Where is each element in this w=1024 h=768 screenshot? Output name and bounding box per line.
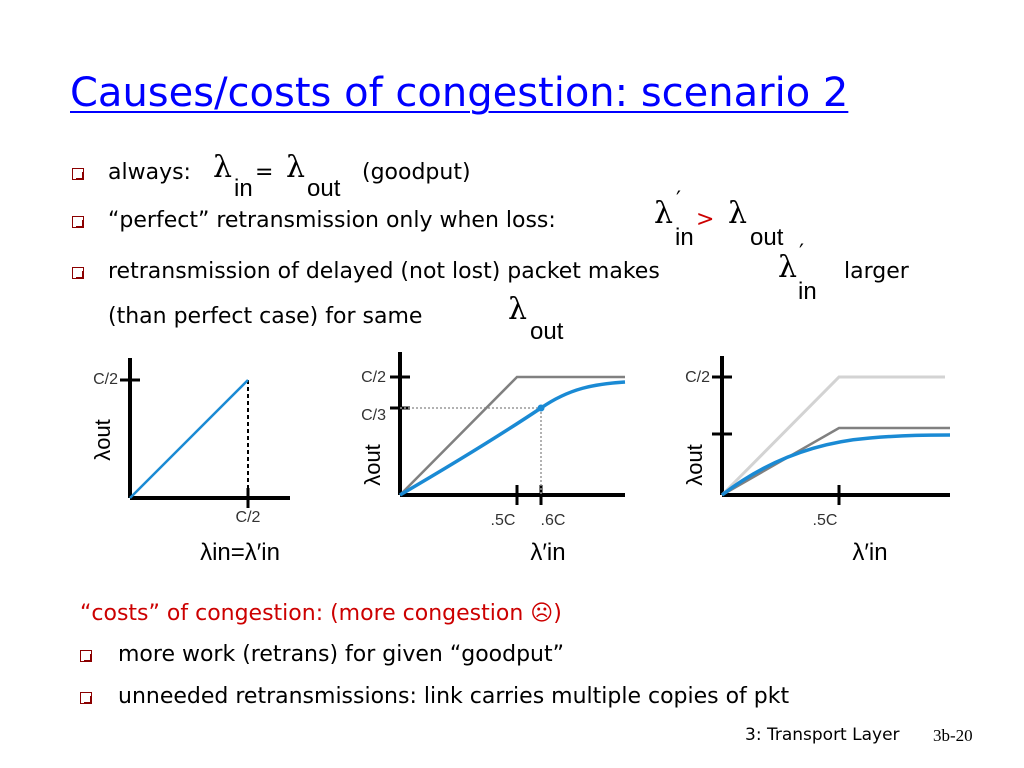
x-axis-label: λ′in xyxy=(852,539,887,566)
bullet-3-larger: larger xyxy=(844,259,909,284)
y-axis-label: λout xyxy=(90,419,115,461)
graph-3: C/2 .5C λout λ′in xyxy=(682,356,951,566)
footer-chapter: 3: Transport Layer xyxy=(745,725,900,745)
subscript-out: out xyxy=(307,175,341,202)
ideal-goodput-line xyxy=(720,375,945,497)
y-axis-label: λout xyxy=(360,444,385,486)
goodput-curve xyxy=(399,380,626,497)
y-axis-label: λout xyxy=(682,444,707,486)
y-tick-label: C/2 xyxy=(685,369,710,386)
x-tick-label: .5C xyxy=(813,512,838,529)
lambda-symbol: λ xyxy=(728,196,748,231)
bullet-2-text: “perfect” retransmission only when loss: xyxy=(108,208,556,233)
bullet-1-text: always: xyxy=(108,160,191,185)
greater-than-sign: > xyxy=(696,207,715,232)
equals-sign: = xyxy=(255,160,274,185)
graph-1: C/2 C/2 λout λin=λ′in xyxy=(90,358,290,566)
x-axis-label: λin=λ′in xyxy=(200,539,280,566)
bullet-1-goodput: (goodput) xyxy=(362,160,471,185)
subscript-in: in xyxy=(798,278,817,305)
x-tick-label: C/2 xyxy=(236,509,261,526)
subscript-out: out xyxy=(530,318,564,345)
lambda-symbol: λ xyxy=(508,292,528,327)
costs-heading-close: ) xyxy=(553,601,562,626)
slide-title: Causes/costs of congestion: scenario 2 xyxy=(70,70,849,116)
bullet-box-icon xyxy=(80,650,92,662)
bullet-box-icon xyxy=(80,692,92,704)
bullet-3-line-2: (than perfect case) for same xyxy=(108,304,423,329)
bullet-box-icon xyxy=(72,168,84,180)
operating-point xyxy=(537,404,545,412)
lambda-symbol: λ xyxy=(286,150,306,185)
costs-heading-text: “costs” of congestion: (more congestion xyxy=(80,601,524,626)
frown-icon: ☹ xyxy=(530,601,554,626)
graph-2: C/2 C/3 .5C .6C λout λ′in xyxy=(360,352,626,566)
costs-heading: “costs” of congestion: (more congestion … xyxy=(80,601,562,626)
subscript-out: out xyxy=(750,224,784,251)
bullet-box-icon xyxy=(72,267,84,279)
costs-item-2: unneeded retransmissions: link carries m… xyxy=(118,684,790,709)
y-tick-label: C/2 xyxy=(93,371,118,388)
lambda-symbol: λ xyxy=(213,150,233,185)
footer-page-number: 3b-20 xyxy=(933,726,973,745)
prime-mark: ′ xyxy=(676,188,681,213)
goodput-line xyxy=(129,379,249,499)
bullet-box-icon xyxy=(72,216,84,228)
goodput-curve xyxy=(720,433,951,497)
y-tick-label: C/2 xyxy=(361,369,386,386)
subscript-in: in xyxy=(675,224,694,251)
prime-mark: ′ xyxy=(799,241,804,266)
costs-item-1: more work (retrans) for given “goodput” xyxy=(118,642,565,667)
perfect-retrans-line xyxy=(721,426,950,497)
lambda-symbol: λ xyxy=(778,250,798,285)
subscript-in: in xyxy=(234,175,253,202)
x-tick-label: .5C xyxy=(491,512,516,529)
bullet-3-line-1: retransmission of delayed (not lost) pac… xyxy=(108,259,660,284)
y-tick-label: C/3 xyxy=(361,407,386,424)
ideal-goodput-line xyxy=(399,375,625,496)
throughput-graphs: C/2 C/2 λout λin=λ′in C/2 C/3 .5C .6C λo… xyxy=(90,352,951,566)
lambda-symbol: λ xyxy=(654,196,674,231)
x-axis-label: λ′in xyxy=(530,539,565,566)
x-tick-label: .6C xyxy=(541,512,566,529)
